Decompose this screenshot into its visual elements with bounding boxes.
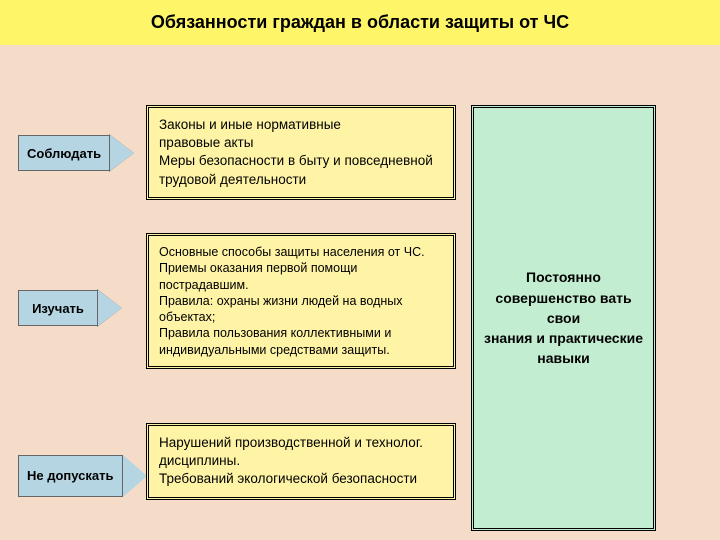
box-prevent: Нарушений производственной и технолог. д… [146, 423, 456, 500]
box2-line2: Приемы оказания первой помощи пострадавш… [159, 260, 443, 293]
label-prevent-text: Не допускать [18, 455, 123, 497]
label-observe: Соблюдать [18, 135, 134, 171]
arrow-icon [123, 455, 147, 497]
arrow-icon [98, 290, 122, 326]
arrow-icon [110, 135, 134, 171]
box1-line1: Законы и иные нормативные [159, 116, 443, 134]
right-panel-text: Постоянно совершенство вать свои знания … [484, 267, 643, 368]
box1-line3: Меры безопасности в быту и повседневной [159, 152, 443, 170]
title-bar: Обязанности граждан в области защиты от … [0, 0, 720, 45]
box-observe: Законы и иные нормативные правовые акты … [146, 105, 456, 200]
label-study: Изучать [18, 290, 122, 326]
content-area: Соблюдать Законы и иные нормативные прав… [0, 45, 720, 535]
label-prevent: Не допускать [18, 455, 147, 497]
box2-line4: Правила пользования коллективными и инди… [159, 325, 443, 358]
label-study-text: Изучать [18, 290, 98, 326]
box3-line1: Нарушений производственной и технолог. д… [159, 434, 443, 470]
label-observe-text: Соблюдать [18, 135, 110, 171]
box2-line1: Основные способы защиты населения от ЧС. [159, 244, 443, 260]
box2-line3: Правила: охраны жизни людей на водных об… [159, 293, 443, 326]
box-study: Основные способы защиты населения от ЧС.… [146, 233, 456, 369]
box3-line2: Требований экологической безопасности [159, 470, 443, 488]
box1-line2: правовые акты [159, 134, 443, 152]
page-title: Обязанности граждан в области защиты от … [0, 12, 720, 33]
right-panel-improve: Постоянно совершенство вать свои знания … [471, 105, 656, 531]
box1-line4: трудовой деятельности [159, 171, 443, 189]
